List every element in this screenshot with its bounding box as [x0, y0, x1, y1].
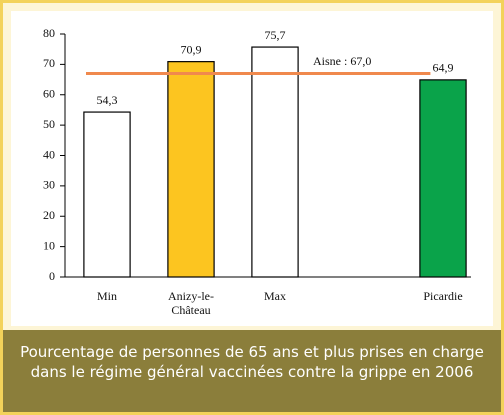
x-tick-label: Max — [264, 289, 286, 303]
y-tick-label: 20 — [43, 208, 55, 222]
y-tick-label: 30 — [43, 178, 55, 192]
y-tick-label: 60 — [43, 87, 55, 101]
x-tick-label: Min — [96, 289, 117, 303]
y-tick-label: 40 — [43, 147, 55, 161]
y-tick-label: 70 — [43, 56, 55, 70]
y-tick-label: 0 — [49, 269, 55, 283]
caption: Pourcentage de personnes de 65 ans et pl… — [3, 330, 501, 412]
value-label: 70,9 — [181, 42, 202, 56]
y-tick-label: 80 — [43, 26, 55, 40]
plot: 0 10 20 30 40 50 60 70 80 54,3 70,9 75,7 64,9 Aisne :… — [11, 11, 493, 326]
x-tick-label: Picardie — [423, 289, 463, 303]
bar — [167, 61, 215, 278]
bar — [83, 111, 131, 278]
value-label: 75,7 — [265, 28, 286, 42]
value-label: 54,3 — [97, 93, 118, 107]
bar — [419, 79, 467, 278]
y-tick-label: 50 — [43, 117, 55, 131]
value-label: 64,9 — [433, 61, 454, 75]
bar — [251, 46, 299, 278]
x-tick-label: Anizy-le-Château — [168, 289, 214, 317]
reference-label: Aisne : 67,0 — [313, 54, 371, 68]
y-tick-label: 10 — [43, 238, 55, 252]
